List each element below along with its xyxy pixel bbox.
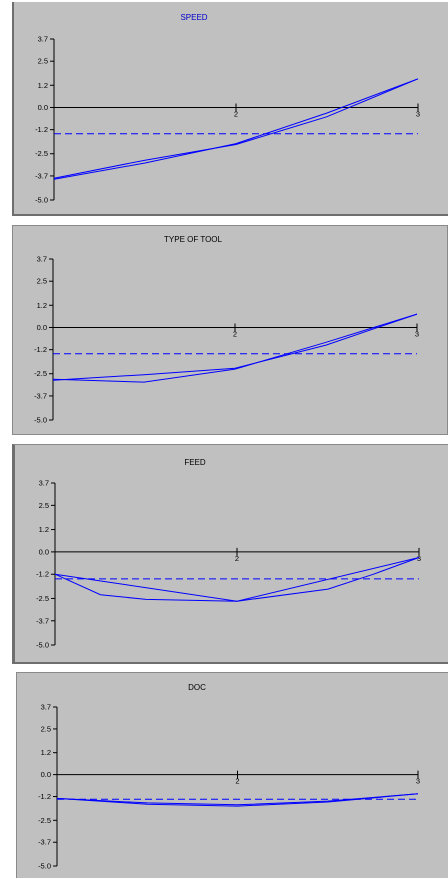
feed-chart-panel: FEED 3.7 2.5 1.2 0.0 -1.2 -2.5 -3.7 -5.0 2 3: [12, 444, 448, 664]
y-tick-label: -3.7: [34, 391, 47, 400]
y-tick-label: 2.5: [41, 724, 51, 733]
series-line-1: [56, 793, 419, 807]
type-of-tool-chart-panel: TYPE OF TOOL 3.7 2.5 1.2 0.0 -1.2 -2.5 -3.7 -5.0…: [12, 225, 448, 435]
x-tick-label: 3: [416, 109, 420, 118]
y-tick-label: 3.7: [41, 703, 51, 712]
x-tick-label: 3: [417, 554, 421, 563]
doc-chart-panel: DOC 3.7 2.5 1.2 0.0 -1.2 -2.5 -3.7 -5.0 2 3: [16, 672, 448, 878]
y-tick-label: 1.2: [39, 525, 49, 534]
y-tick-label: -2.5: [34, 369, 47, 378]
y-tick-label: -2.5: [36, 594, 49, 603]
type-of-tool-chart: TYPE OF TOOL 3.7 2.5 1.2 0.0 -1.2 -2.5 -3.7 -5.0…: [34, 235, 419, 425]
y-tick-label: 0.0: [38, 103, 48, 112]
series-line-2: [53, 78, 419, 179]
y-tick-label: -3.7: [36, 616, 49, 625]
y-tick-label: 2.5: [38, 57, 48, 66]
y-tick-label: 0.0: [37, 323, 47, 332]
chart-title: SPEED: [180, 13, 207, 22]
y-tick-label: 0.0: [41, 770, 51, 779]
y-tick-label: 2.5: [39, 501, 49, 510]
y-tick-label: -1.2: [34, 345, 47, 354]
y-tick-label: -5.0: [38, 862, 51, 871]
y-tick-label: 1.2: [38, 81, 48, 90]
y-tick-label: -3.7: [35, 171, 48, 180]
series-line-2: [52, 313, 418, 383]
x-tick-label: 3: [415, 329, 419, 338]
y-tick-label: 1.2: [41, 748, 51, 757]
doc-chart: DOC 3.7 2.5 1.2 0.0 -1.2 -2.5 -3.7 -5.0 2 3: [38, 683, 420, 871]
y-tick-label: 3.7: [38, 35, 48, 44]
y-tick-label: -2.5: [38, 816, 51, 825]
y-tick-label: 3.7: [37, 255, 47, 264]
x-tick-label: 2: [233, 329, 237, 338]
y-tick-label: -1.2: [35, 125, 48, 134]
speed-chart: SPEED 3.7 2.5 1.2 0.0 -1.2 -2.5 -3.7 -5.0 2 3: [35, 13, 420, 205]
y-tick-label: -3.7: [38, 838, 51, 847]
chart-title: TYPE OF TOOL: [164, 235, 222, 244]
chart-title: FEED: [184, 458, 206, 467]
y-tick-label: -5.0: [36, 641, 49, 650]
series-line-2: [54, 557, 420, 602]
y-tick-label: 2.5: [37, 277, 47, 286]
series-line-1: [53, 78, 419, 180]
x-tick-label: 2: [235, 554, 239, 563]
y-tick-label: 0.0: [39, 547, 49, 556]
y-tick-label: -1.2: [36, 570, 49, 579]
x-tick-label: 2: [235, 777, 239, 786]
series-line-1: [52, 313, 418, 381]
series-line-2: [56, 793, 419, 806]
x-tick-label: 2: [234, 109, 238, 118]
y-tick-label: -2.5: [35, 149, 48, 158]
y-tick-label: -1.2: [38, 792, 51, 801]
speed-chart-panel: SPEED 3.7 2.5 1.2 0.0 -1.2 -2.5 -3.7 -5.0 2 3: [12, 2, 448, 216]
chart-title: DOC: [188, 683, 206, 692]
x-tick-label: 3: [416, 777, 420, 786]
feed-chart: FEED 3.7 2.5 1.2 0.0 -1.2 -2.5 -3.7 -5.0 2 3: [36, 458, 421, 650]
y-tick-label: -5.0: [35, 196, 48, 205]
y-tick-label: 3.7: [39, 479, 49, 488]
y-tick-label: 1.2: [37, 301, 47, 310]
y-tick-label: -5.0: [34, 416, 47, 425]
